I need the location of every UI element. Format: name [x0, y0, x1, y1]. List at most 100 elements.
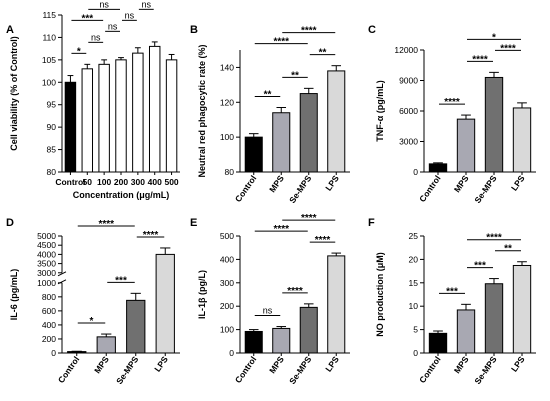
- y-tick-label: 115: [42, 10, 56, 20]
- bar: [96, 336, 116, 354]
- category-label: 100: [97, 177, 111, 187]
- y-tick-label: 600: [42, 306, 56, 316]
- significance-label: ns: [263, 306, 273, 316]
- bar: [428, 163, 448, 173]
- category-label: LPS: [152, 354, 170, 374]
- y-axis-title: IL-1β (pg/L): [197, 270, 207, 319]
- y-tick-label: 4500: [37, 240, 56, 250]
- category-label: LPS: [509, 173, 527, 193]
- y-tick-label: 100: [220, 132, 234, 142]
- y-tick-label: 110: [42, 32, 56, 42]
- category-label: 400: [148, 177, 162, 187]
- significance-label: ***: [81, 13, 93, 24]
- significance-label: **: [319, 48, 327, 59]
- significance-label: ****: [301, 213, 317, 224]
- bar: [64, 81, 77, 173]
- significance-label: ns: [125, 10, 135, 20]
- bar: [456, 118, 476, 173]
- y-tick-label: 12000: [394, 45, 418, 55]
- panel-letter: D: [6, 217, 14, 229]
- y-tick-label: 120: [220, 97, 234, 107]
- y-tick-label: 0: [229, 348, 234, 358]
- y-axis-title: NO production (μM): [375, 252, 385, 337]
- y-tick-label: 0: [51, 348, 56, 358]
- bar: [484, 76, 504, 173]
- y-tick-label: 200: [42, 334, 56, 344]
- significance-label: *: [77, 46, 81, 57]
- bar: [132, 52, 144, 173]
- y-tick-label: 25: [409, 231, 419, 241]
- category-label: LPS: [323, 173, 341, 193]
- y-tick-label: 4000: [37, 249, 56, 259]
- panel-letter: A: [6, 24, 14, 36]
- category-label: Control: [56, 354, 82, 384]
- significance-label: ns: [99, 0, 109, 9]
- significance-label: *: [492, 32, 496, 43]
- significance-label: **: [291, 70, 299, 81]
- y-tick-label: 0: [413, 348, 418, 358]
- bar: [484, 283, 504, 354]
- category-label: Control: [55, 177, 85, 187]
- panel-a: 80 85 90 95 100 105 110 115 Cell viability (% of…: [6, 0, 180, 200]
- y-tick-label: 20: [409, 254, 419, 264]
- bar: [244, 330, 263, 354]
- significance-label: ****: [444, 97, 460, 108]
- bar: [244, 136, 263, 173]
- y-tick-label: 300: [220, 278, 234, 288]
- bar: [299, 93, 318, 173]
- axis-break-mark: [57, 271, 67, 277]
- bar: [272, 112, 291, 173]
- bar: [327, 255, 346, 354]
- y-tick-label: 3500: [37, 259, 56, 269]
- category-label: 500: [164, 177, 178, 187]
- y-tick-label: 500: [220, 231, 234, 241]
- significance-label: ns: [108, 21, 118, 31]
- category-label: MPS: [452, 173, 471, 194]
- y-axis-title: IL-6 (pg/mL): [9, 269, 19, 321]
- y-tick-label: 15: [409, 278, 419, 288]
- panel-e: 0 100 200 300 400 500 IL-1β (pg/L) E Control MPS S…: [190, 213, 350, 386]
- category-label: Control: [417, 354, 443, 384]
- category-label: MPS: [92, 354, 111, 375]
- panel-c: 0 3000 6000 9000 12000 TNF-α (pg/mL) C Control M…: [368, 24, 536, 205]
- significance-label: ****: [273, 224, 289, 235]
- bar: [428, 332, 448, 354]
- y-tick-label: 100: [220, 325, 234, 335]
- bar: [299, 306, 318, 354]
- significance-label: ns: [91, 32, 101, 42]
- y-axis-title: Neutral red phagocytic rate (%): [197, 44, 207, 177]
- category-label: Control: [417, 173, 443, 203]
- y-tick-label: 85: [47, 145, 57, 155]
- panel-f: 0 5 10 15 20 25 NO production (μM) F Control MPS S…: [368, 217, 536, 386]
- panel-letter: F: [368, 217, 375, 229]
- y-tick-label: 80: [47, 167, 57, 177]
- significance-label: ****: [315, 235, 331, 246]
- y-tick-label: 1000: [37, 278, 56, 288]
- category-label: MPS: [452, 354, 471, 375]
- category-label: Se-MPS: [287, 354, 314, 386]
- significance-label: **: [159, 0, 167, 2]
- category-label: 50: [83, 177, 93, 187]
- y-tick-label: 5000: [37, 231, 56, 241]
- y-tick-label: 9000: [399, 76, 418, 86]
- y-tick-label: 400: [220, 254, 234, 264]
- significance-label: ns: [142, 0, 152, 9]
- y-tick-label: 3000: [399, 137, 418, 147]
- significance-label: ****: [273, 37, 289, 48]
- y-tick-label: 200: [220, 301, 234, 311]
- significance-label: ****: [472, 54, 488, 65]
- category-label: LPS: [509, 354, 527, 374]
- significance-label: ***: [115, 275, 127, 286]
- y-axis-title: Cell viability (% of Control): [9, 36, 19, 151]
- y-tick-label: 0: [413, 167, 418, 177]
- x-axis-title: Concentration (μg/mL): [73, 190, 170, 200]
- bar: [81, 68, 94, 173]
- significance-label: *: [90, 316, 94, 327]
- panel-letter: C: [368, 24, 376, 36]
- significance-label: ****: [287, 286, 303, 297]
- y-tick-label: 400: [42, 320, 56, 330]
- category-label: MPS: [267, 354, 286, 375]
- bar: [512, 107, 532, 173]
